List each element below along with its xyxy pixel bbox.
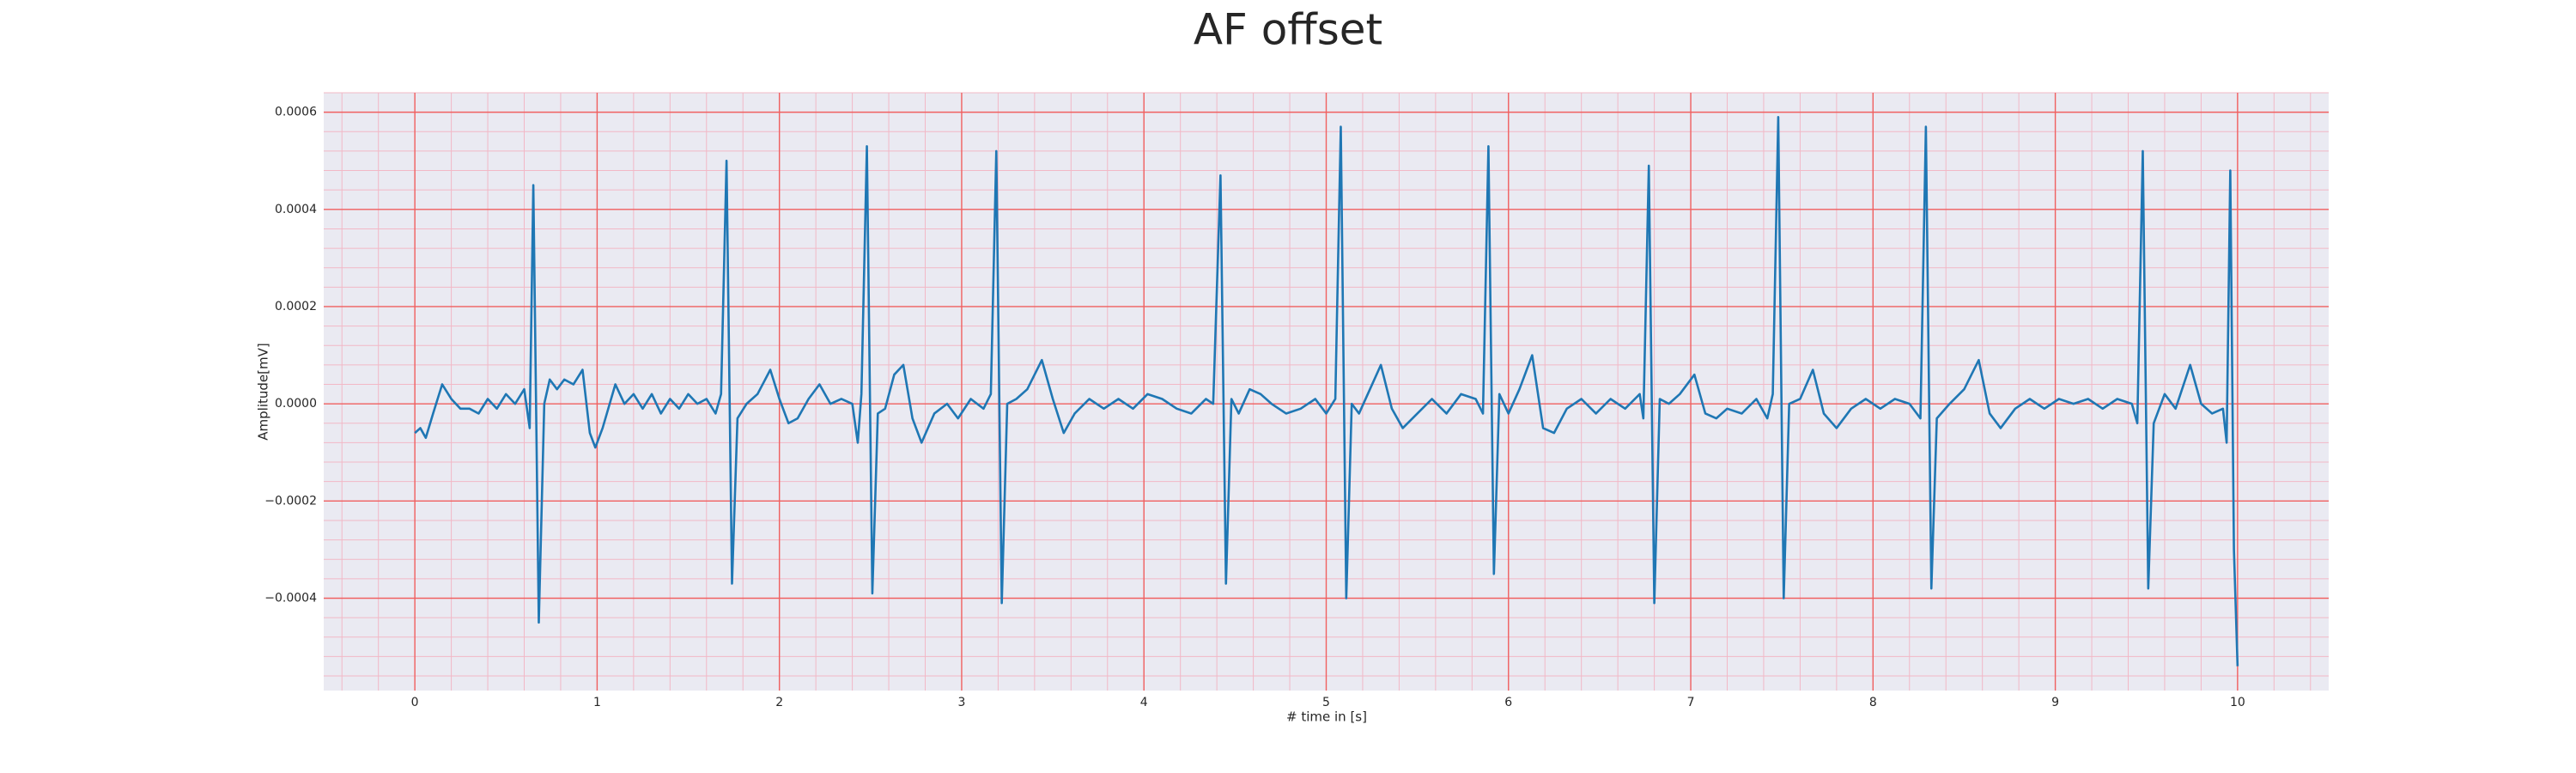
x-tick-label: 1 (593, 696, 601, 709)
x-tick-label: 3 (957, 696, 965, 709)
x-tick-label: 10 (2230, 696, 2245, 709)
y-tick-label: −0.0002 (264, 494, 317, 508)
x-tick-label: 6 (1504, 696, 1512, 709)
y-tick-label: −0.0004 (264, 591, 317, 605)
x-tick-label: 4 (1140, 696, 1148, 709)
x-tick-label: 0 (411, 696, 419, 709)
x-axis-label: # time in [s] (1286, 709, 1367, 725)
y-tick-label: 0.0006 (275, 106, 317, 119)
y-tick-label: 0.0002 (275, 300, 317, 313)
x-tick-label: 8 (1869, 696, 1877, 709)
line-series (414, 115, 2239, 666)
chart-title: AF offset (1194, 5, 1382, 55)
x-tick-label: 9 (2051, 696, 2059, 709)
x-tick-label: 2 (775, 696, 783, 709)
y-axis-label: Amplitude[mV] (256, 343, 271, 440)
x-tick-label: 5 (1322, 696, 1330, 709)
x-tick-label: 7 (1687, 696, 1695, 709)
y-tick-label: 0.0000 (275, 397, 317, 411)
y-tick-label: 0.0004 (275, 203, 317, 216)
